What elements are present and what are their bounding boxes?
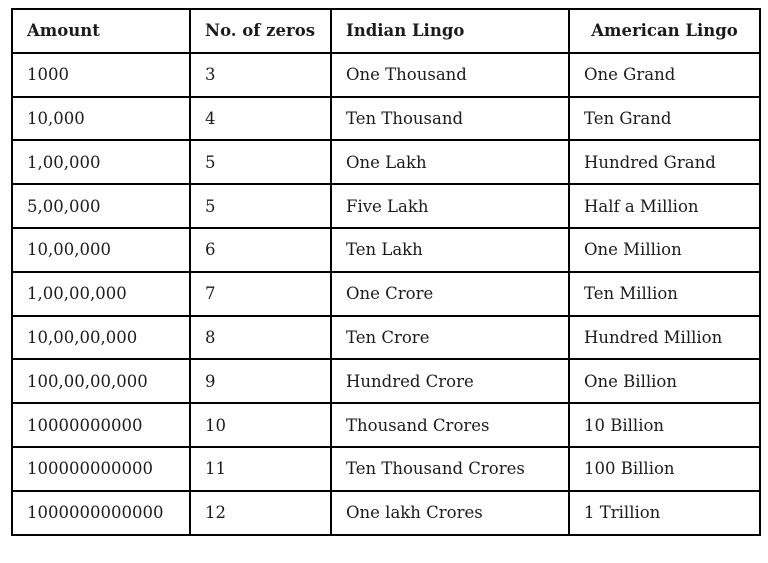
cell-amount: 1000 xyxy=(11,51,191,98)
column-header-amount: Amount xyxy=(11,8,191,54)
column-header-indian: Indian Lingo xyxy=(330,8,570,54)
header-row: Amount No. of zeros Indian Lingo American L… xyxy=(11,8,761,54)
cell-american: Hundred Million xyxy=(568,314,761,361)
table-body: 1000 3 One Thousand One Grand 10,000 4 Ten Tho… xyxy=(11,51,761,536)
cell-indian: One Lakh xyxy=(330,139,570,186)
cell-indian: One Crore xyxy=(330,270,570,317)
cell-zeros: 10 xyxy=(189,402,332,448)
number-lingo-table: Amount No. of zeros Indian Lingo American L… xyxy=(11,8,761,536)
table-row: 1,00,000 5 One Lakh Hundred Grand xyxy=(11,139,761,186)
cell-indian: Thousand Crores xyxy=(330,402,570,448)
cell-indian: Ten Thousand Crores xyxy=(330,445,570,492)
table-row: 100,00,00,000 9 Hundred Crore One Billion xyxy=(11,358,761,405)
table-row: 5,00,000 5 Five Lakh Half a Million xyxy=(11,183,761,229)
table-row: 10,00,00,000 8 Ten Crore Hundred Million xyxy=(11,314,761,361)
cell-amount: 10,00,000 xyxy=(11,226,191,273)
table-row: 1000 3 One Thousand One Grand xyxy=(11,51,761,98)
cell-american: One Billion xyxy=(568,358,761,405)
cell-zeros: 5 xyxy=(189,139,332,186)
cell-zeros: 9 xyxy=(189,358,332,405)
cell-zeros: 5 xyxy=(189,183,332,229)
table-row: 10,00,000 6 Ten Lakh One Million xyxy=(11,226,761,273)
cell-indian: Ten Crore xyxy=(330,314,570,361)
cell-zeros: 7 xyxy=(189,270,332,317)
cell-american: 100 Billion xyxy=(568,445,761,492)
cell-zeros: 4 xyxy=(189,95,332,142)
cell-amount: 1,00,00,000 xyxy=(11,270,191,317)
cell-american: Ten Grand xyxy=(568,95,761,142)
cell-indian: Ten Lakh xyxy=(330,226,570,273)
cell-amount: 100000000000 xyxy=(11,445,191,492)
cell-indian: One Thousand xyxy=(330,51,570,98)
cell-zeros: 8 xyxy=(189,314,332,361)
cell-amount: 10,00,00,000 xyxy=(11,314,191,361)
table-row: 100000000000 11 Ten Thousand Crores 100 Bil… xyxy=(11,445,761,492)
cell-american: Hundred Grand xyxy=(568,139,761,186)
table-row: 1,00,00,000 7 One Crore Ten Million xyxy=(11,270,761,317)
cell-zeros: 6 xyxy=(189,226,332,273)
cell-american: One Million xyxy=(568,226,761,273)
cell-american: 10 Billion xyxy=(568,402,761,448)
cell-amount: 10,000 xyxy=(11,95,191,142)
cell-indian: One lakh Crores xyxy=(330,489,570,536)
cell-amount: 1,00,000 xyxy=(11,139,191,186)
cell-amount: 100,00,00,000 xyxy=(11,358,191,405)
cell-american: 1 Trillion xyxy=(568,489,761,536)
cell-american: One Grand xyxy=(568,51,761,98)
column-header-american: American Lingo xyxy=(568,8,761,54)
cell-indian: Ten Thousand xyxy=(330,95,570,142)
table-row: 1000000000000 12 One lakh Crores 1 Trillion xyxy=(11,489,761,536)
table-row: 10,000 4 Ten Thousand Ten Grand xyxy=(11,95,761,142)
cell-amount: 5,00,000 xyxy=(11,183,191,229)
cell-zeros: 11 xyxy=(189,445,332,492)
cell-indian: Hundred Crore xyxy=(330,358,570,405)
cell-american: Ten Million xyxy=(568,270,761,317)
cell-zeros: 3 xyxy=(189,51,332,98)
table-row: 10000000000 10 Thousand Crores 10 Billion xyxy=(11,402,761,448)
cell-amount: 1000000000000 xyxy=(11,489,191,536)
column-header-zeros: No. of zeros xyxy=(189,8,332,54)
cell-amount: 10000000000 xyxy=(11,402,191,448)
cell-zeros: 12 xyxy=(189,489,332,536)
cell-indian: Five Lakh xyxy=(330,183,570,229)
cell-american: Half a Million xyxy=(568,183,761,229)
